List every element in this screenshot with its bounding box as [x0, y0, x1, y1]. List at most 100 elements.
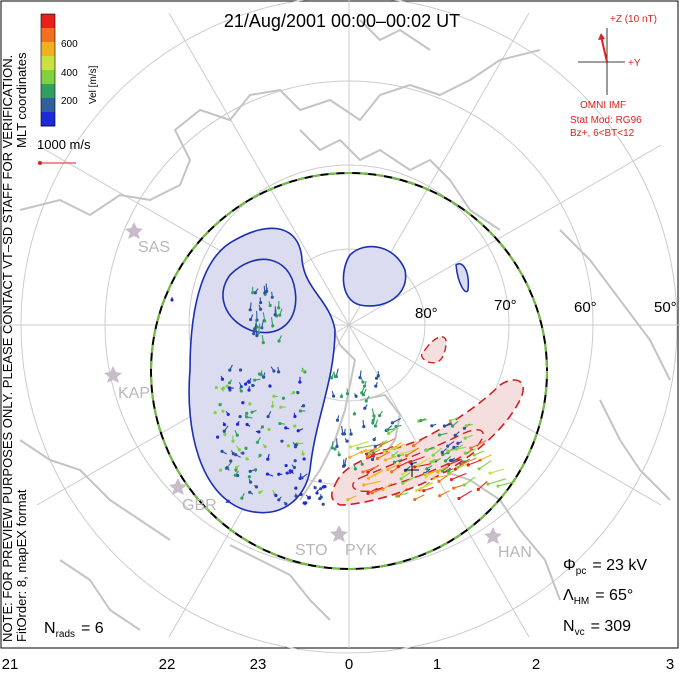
vector-line [371, 408, 375, 416]
vector-line [268, 384, 271, 387]
vector-line [362, 420, 365, 427]
mlt-label-23: 23 [250, 656, 267, 673]
vector-line [372, 415, 376, 421]
vector-line [293, 412, 296, 417]
vector-line [362, 388, 367, 395]
vector-line [263, 372, 266, 378]
radar-stations [104, 222, 502, 544]
vector-line [392, 417, 402, 424]
vector-line [388, 428, 396, 434]
vector-line [454, 431, 460, 436]
vector-line [387, 428, 396, 431]
vector-line [320, 494, 322, 498]
vector-line [261, 335, 264, 343]
station-label-gbr: GBR [182, 497, 217, 514]
mlt-label-0: 0 [345, 656, 353, 673]
vector-line [451, 458, 461, 462]
vector-line [235, 454, 241, 458]
mlt-label-21: 21 [2, 656, 19, 673]
vector-line [261, 319, 265, 328]
colorbar-segment [41, 42, 55, 57]
negative-cell-tiny [455, 263, 470, 293]
vector-line [277, 366, 280, 372]
fit-order-note: FitOrder: 8, mapEX format [14, 489, 29, 642]
vector-line [464, 434, 473, 439]
vector-line [322, 502, 325, 505]
vector-line [249, 491, 254, 495]
vector-line [384, 445, 401, 453]
vector-line [248, 478, 252, 483]
imf-stat-mod: Stat Mod: RG96 [570, 115, 642, 126]
vector-line [426, 447, 436, 451]
vector-line [237, 420, 240, 425]
vector-line [225, 411, 229, 415]
vector-line [445, 456, 452, 462]
mlt-label-1: 1 [433, 656, 441, 673]
vector-line [349, 428, 352, 435]
cross-polar-potential: Φpc = 23 kV [563, 557, 647, 577]
scale-vector [38, 161, 76, 165]
negative-cell-small [342, 245, 407, 307]
vector-line [257, 323, 261, 334]
vector-line [279, 422, 285, 425]
vector-line [259, 297, 262, 303]
vector-line [439, 432, 448, 436]
map-title: 21/Aug/2001 00:00–00:02 UT [224, 11, 460, 31]
colorbar-segment [41, 70, 55, 85]
vector-line [274, 494, 277, 497]
vector-line [424, 468, 431, 474]
vector-line [447, 440, 455, 447]
vector-line [246, 416, 253, 419]
vector-line [313, 485, 316, 489]
vector-line [409, 456, 425, 463]
vector-line [444, 423, 453, 427]
vector-line [353, 463, 356, 470]
vector-line [283, 501, 287, 505]
vector-line [369, 445, 382, 454]
vector-line [254, 484, 257, 488]
side-note: NOTE: FOR PREVIEW PURPOSES ONLY. PLEASE … [0, 52, 29, 642]
vector-line [257, 455, 261, 458]
imf-z-label: +Z (10 nT) [610, 14, 657, 25]
vector-line [385, 455, 397, 461]
imf-vector [600, 35, 608, 63]
vector-line [344, 438, 348, 442]
vector-line [426, 465, 433, 470]
coordinate-system-note: MLT coordinates [14, 52, 29, 148]
vector-line [434, 473, 451, 479]
latitude-label-80: 80° [415, 305, 438, 322]
vector-line [478, 460, 492, 470]
vector-line [437, 465, 448, 473]
scale-vector-label: 1000 m/s [37, 137, 91, 152]
vector-line [456, 444, 464, 450]
vector-line [487, 478, 507, 485]
positive-convection-cell [330, 379, 524, 506]
station-labels: SAS KAP GBR STO PYK HAN [118, 239, 532, 561]
vector-line [359, 370, 362, 378]
vector-line [303, 502, 306, 506]
vector-line [338, 450, 340, 455]
vector-line [278, 496, 282, 501]
vector-line [256, 436, 261, 443]
vector-line [343, 428, 346, 434]
vector-line [244, 413, 248, 416]
vector-line [468, 459, 482, 466]
vector-line [249, 302, 252, 310]
vector-line [416, 482, 433, 491]
vector-line [392, 442, 402, 450]
colorbar-segment [41, 28, 55, 43]
vector-line [223, 425, 229, 432]
vector-line [255, 325, 258, 336]
vector-line [220, 375, 223, 380]
vector-line [308, 495, 311, 499]
vector-line [479, 454, 492, 461]
fit-statistics: Φpc = 23 kV ΛHM = 65° Nvc = 309 Nrads = 6 [44, 557, 647, 640]
vector-line [392, 450, 399, 457]
vector-line [448, 468, 454, 472]
vector-line [299, 473, 302, 479]
vector-line [285, 427, 290, 430]
vector-line [300, 493, 303, 495]
negative-cell-inner-contour [222, 258, 297, 334]
vector-line [220, 387, 224, 390]
